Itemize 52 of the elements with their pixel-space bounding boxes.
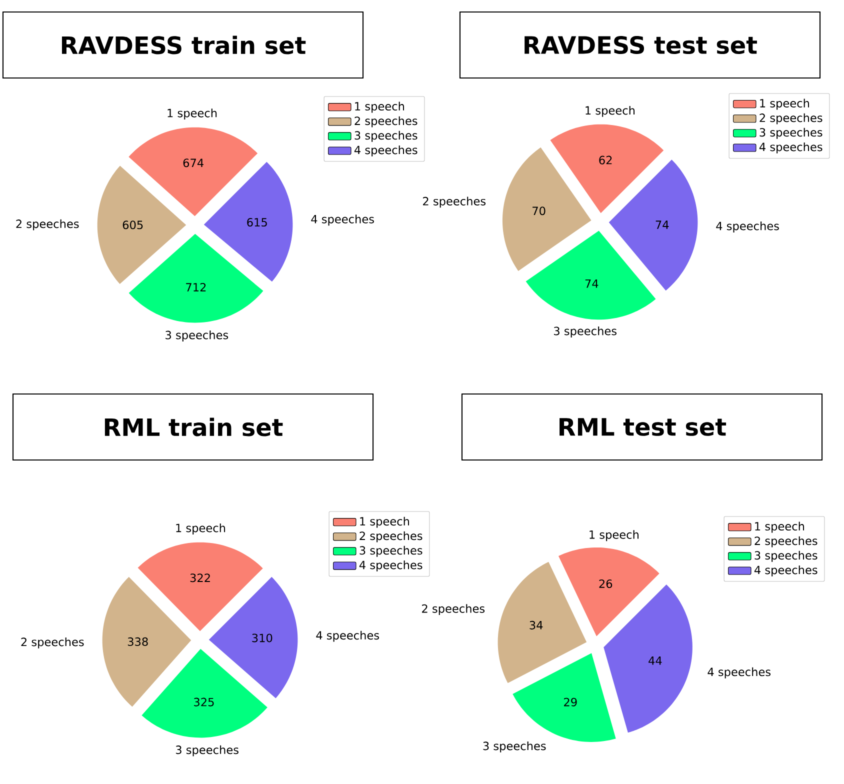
slice-label: 4 speeches	[316, 630, 379, 642]
legend-label: 2 speeches	[360, 531, 422, 542]
chart-title: RAVDESS train set	[62, 36, 306, 54]
legend-label: 2 speeches	[354, 116, 418, 128]
slice-label: 4 speeches	[708, 667, 771, 678]
slice-label: 3 speeches	[176, 745, 238, 756]
legend-label: 4 speeches	[359, 560, 422, 572]
slice-label: 1 speech	[586, 106, 635, 117]
data-label: 26	[599, 579, 612, 588]
data-label: 310	[252, 634, 272, 642]
chart-title: RML train set	[104, 418, 283, 436]
data-label: 74	[585, 279, 598, 288]
data-label: 338	[128, 637, 148, 646]
legend-label: 3 speeches	[354, 130, 418, 142]
data-label: 322	[190, 574, 210, 582]
data-label: 70	[532, 206, 546, 216]
data-label: 615	[247, 218, 267, 227]
legend-label: 1 speech	[755, 522, 804, 533]
chart-title: RAVDESS test set	[524, 36, 757, 54]
slice-label: 3 speeches	[483, 741, 546, 752]
legend-label: 3 speeches	[360, 546, 422, 557]
legend-label: 2 speeches	[760, 113, 822, 124]
data-label: 62	[599, 156, 612, 164]
legend-label: 3 speeches	[760, 128, 822, 139]
legend-label: 1 speech	[760, 98, 810, 110]
slice-label: 2 speeches	[423, 196, 486, 208]
legend-label: 4 speeches	[759, 142, 822, 154]
slice-label: 1 speech	[590, 530, 638, 542]
legend-label: 3 speeches	[754, 550, 818, 562]
data-label: 74	[656, 220, 669, 229]
slice-label: 2 speeches	[16, 219, 79, 230]
data-label: 29	[564, 698, 577, 706]
data-label: 34	[530, 620, 543, 630]
slice-label: 3 speeches	[554, 326, 616, 338]
data-label: 44	[648, 656, 662, 665]
data-label: 674	[183, 158, 204, 168]
slice-label: 3 speeches	[166, 330, 228, 342]
slice-label: 2 speeches	[21, 637, 84, 648]
slice-label: 4 speeches	[311, 214, 374, 226]
chart-title: RML test set	[560, 418, 726, 436]
data-label: 712	[186, 282, 206, 292]
slice-label: 1 speech	[168, 108, 217, 120]
legend-label: 4 speeches	[754, 565, 818, 576]
slice-label: 4 speeches	[716, 222, 779, 232]
legend-label: 2 speeches	[754, 536, 818, 548]
data-label: 605	[122, 220, 143, 230]
legend-label: 1 speech	[360, 516, 409, 528]
legend-label: 1 speech	[355, 102, 404, 113]
data-label: 325	[194, 698, 214, 706]
legend-label: 4 speeches	[354, 145, 418, 156]
slice-label: 2 speeches	[422, 604, 485, 616]
slice-label: 1 speech	[176, 524, 226, 534]
